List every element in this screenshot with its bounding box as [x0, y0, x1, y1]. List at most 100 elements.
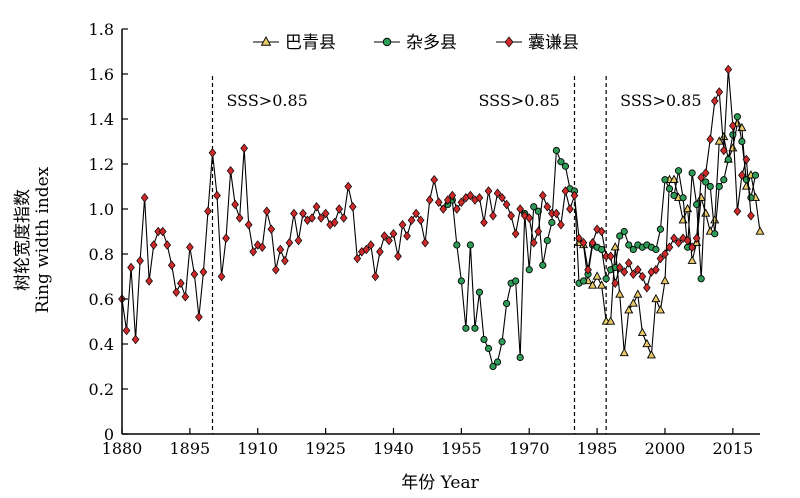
data-point [602, 275, 610, 283]
data-point [701, 168, 710, 178]
data-point [330, 217, 339, 228]
data-point [670, 191, 678, 200]
data-point [136, 255, 144, 266]
sss-threshold-label: SSS>0.85 [226, 91, 307, 110]
data-point [606, 251, 615, 262]
data-point [195, 312, 203, 322]
data-point [579, 237, 588, 248]
data-point [696, 192, 706, 201]
data-point [371, 271, 380, 282]
data-point [719, 145, 728, 156]
data-point [421, 237, 429, 248]
data-point [276, 244, 285, 255]
data-point [385, 235, 393, 246]
data-point [701, 208, 711, 217]
data-point [738, 170, 746, 181]
data-point [217, 271, 226, 282]
data-point [651, 293, 661, 303]
data-point [661, 176, 669, 184]
data-point [674, 167, 683, 175]
data-point [181, 291, 190, 302]
data-point [394, 251, 402, 262]
data-point [172, 287, 181, 298]
data-point [416, 215, 425, 226]
x-tick-label: 1880 [102, 439, 143, 458]
data-point [697, 275, 705, 283]
data-point [471, 324, 479, 332]
data-point [145, 276, 153, 286]
data-point [231, 199, 239, 210]
data-point [579, 277, 588, 285]
data-point [738, 137, 746, 146]
series-circle [444, 113, 760, 371]
data-point [637, 327, 647, 336]
data-point [742, 154, 751, 165]
data-point [353, 253, 362, 264]
data-point [611, 278, 620, 289]
y-tick-label: 0.4 [89, 335, 114, 354]
data-point [656, 253, 665, 264]
data-point [475, 288, 484, 296]
data-point [715, 182, 723, 191]
x-tick-label: 2000 [645, 439, 686, 458]
data-point [548, 218, 556, 227]
data-point [702, 178, 710, 186]
data-point [380, 231, 389, 241]
data-point [516, 353, 524, 362]
data-point [610, 242, 620, 251]
data-point [724, 155, 732, 164]
data-point [398, 219, 407, 230]
data-point [213, 190, 221, 201]
data-point [240, 143, 248, 154]
data-point [710, 96, 719, 106]
data-point [412, 208, 420, 219]
data-point [226, 165, 235, 176]
data-point [715, 87, 724, 97]
data-point [615, 262, 624, 273]
data-point [453, 204, 461, 214]
data-point [530, 203, 538, 211]
x-axis-title: 年份 Year [401, 473, 479, 493]
data-point [714, 136, 724, 145]
data-point [403, 231, 411, 241]
data-point [592, 271, 602, 280]
data-point [149, 240, 158, 250]
data-point [407, 215, 416, 226]
sss-threshold-label: SSS>0.85 [620, 91, 701, 110]
data-point [634, 264, 642, 275]
data-point [643, 282, 651, 293]
data-point [629, 269, 638, 280]
data-point [167, 260, 176, 271]
data-point [588, 280, 598, 289]
data-point [660, 275, 670, 285]
data-point [448, 190, 457, 201]
data-point [267, 224, 276, 235]
data-point [529, 237, 538, 248]
data-point [557, 158, 565, 166]
data-point [719, 131, 729, 141]
y-tick-label: 0.6 [89, 290, 114, 309]
data-point [543, 201, 552, 212]
data-point [588, 237, 597, 248]
sss-threshold-label: SSS>0.85 [478, 91, 559, 110]
data-point [688, 169, 696, 177]
data-point [362, 244, 371, 255]
data-point [502, 199, 511, 210]
data-point [710, 215, 720, 224]
data-point [597, 226, 606, 237]
data-point [190, 269, 199, 280]
data-point [177, 278, 185, 289]
data-point [484, 186, 493, 196]
y-tick-label: 1.8 [89, 20, 114, 39]
data-point [593, 224, 601, 235]
data-point [312, 201, 321, 212]
data-point [570, 190, 579, 201]
data-point [688, 242, 696, 253]
data-point [127, 262, 135, 273]
data-point [638, 271, 647, 282]
data-point [693, 200, 701, 209]
x-tick-label: 1985 [577, 439, 618, 458]
data-point [434, 197, 443, 208]
data-point [543, 236, 551, 245]
data-point [642, 338, 652, 348]
